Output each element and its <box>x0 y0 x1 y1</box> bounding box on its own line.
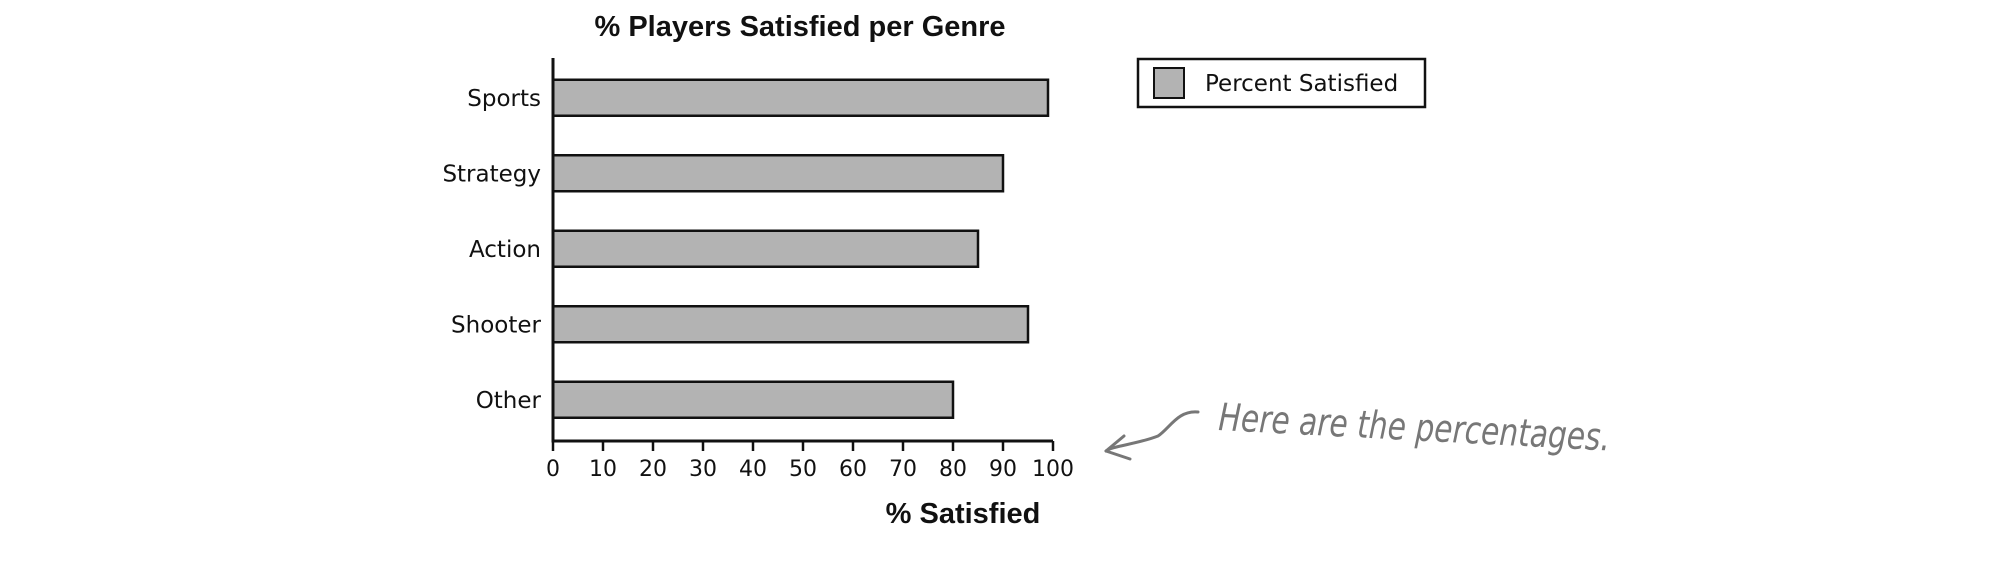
chart-title: % Players Satisfied per Genre <box>594 11 1005 43</box>
x-tick-label-50: 50 <box>789 457 817 482</box>
x-tick-label-70: 70 <box>889 457 917 482</box>
annotation-arrowhead <box>1104 434 1132 461</box>
category-label-shooter: Shooter <box>451 312 541 338</box>
bar-strategy <box>551 154 1005 193</box>
x-axis-title: % Satisfied <box>886 498 1041 530</box>
bar-action <box>551 229 980 268</box>
x-tick-label-80: 80 <box>939 457 967 482</box>
x-tick-label-30: 30 <box>689 457 717 482</box>
bar-other <box>551 380 955 419</box>
category-label-strategy: Strategy <box>442 161 541 187</box>
x-tick-label-40: 40 <box>739 457 767 482</box>
x-tick-label-90: 90 <box>989 457 1017 482</box>
category-label-action: Action <box>469 237 541 263</box>
category-label-sports: Sports <box>467 86 541 112</box>
annotation: Here are the percentages. <box>1104 395 1612 461</box>
legend: Percent Satisfied <box>1136 57 1427 109</box>
x-tick-label-0: 0 <box>546 457 560 482</box>
category-label-other: Other <box>476 388 542 414</box>
x-tick-label-100: 100 <box>1032 457 1074 482</box>
bar-shooter <box>551 305 1030 344</box>
bar-sports <box>551 78 1050 117</box>
x-ticks: 0 10 20 30 40 50 60 70 80 90 100 <box>546 441 1074 482</box>
x-tick-label-60: 60 <box>839 457 867 482</box>
x-tick-label-10: 10 <box>589 457 617 482</box>
bars <box>551 78 1050 419</box>
x-tick-label-20: 20 <box>639 457 667 482</box>
legend-label: Percent Satisfied <box>1205 71 1398 97</box>
legend-swatch <box>1153 67 1185 99</box>
category-labels: Sports Strategy Action Shooter Other <box>442 86 541 414</box>
legend-box <box>1136 57 1427 109</box>
annotation-arrow <box>1104 410 1200 453</box>
annotation-text: Here are the percentages. <box>1218 395 1612 459</box>
